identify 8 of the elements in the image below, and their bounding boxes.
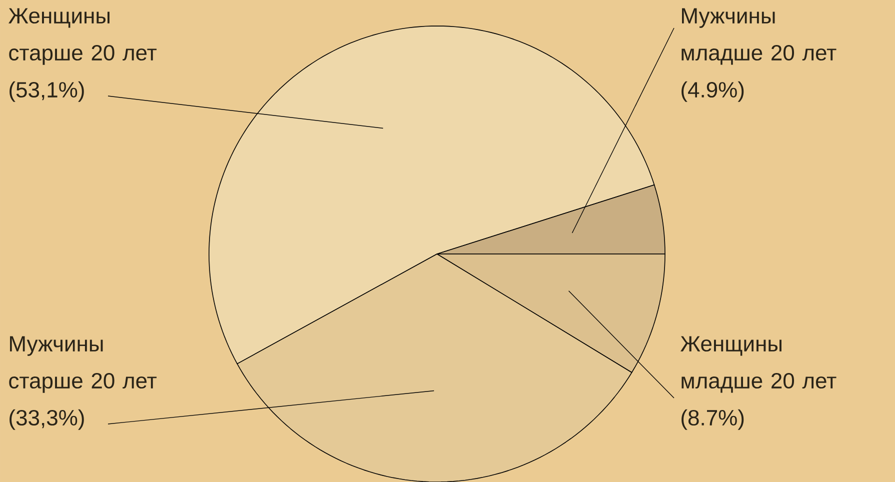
data-label: (8.7%): [682, 409, 744, 430]
slice-label: Мужчины младше 20 лет: [682, 8, 836, 65]
data-label: (53,1%): [10, 81, 84, 102]
slice-label: Мужчины старше 20 лет: [9, 336, 157, 393]
data-label: (4.9%): [682, 81, 744, 102]
slice-label: Женщины старше 20 лет: [8, 8, 157, 65]
data-label: (33,3%): [10, 409, 84, 430]
slice-label: Женщины младше 20 лет: [680, 336, 836, 393]
